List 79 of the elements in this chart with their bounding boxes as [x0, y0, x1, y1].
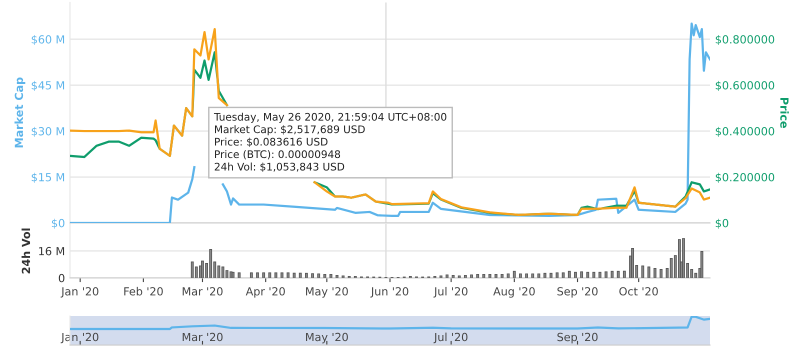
bar [209, 249, 212, 278]
y-tick-label: $30 M [32, 126, 64, 137]
bar [631, 248, 634, 278]
y2-tick-label: $0.600000 [716, 80, 774, 91]
x-tick-label: Oct '20 [619, 287, 658, 296]
x-tick-label: Jul '20 [434, 286, 468, 298]
x-tick-label: Feb '20 [124, 286, 163, 296]
y-tick-label: $60 M [32, 34, 64, 46]
bar [660, 269, 663, 278]
bar [647, 266, 650, 278]
bar [226, 270, 228, 278]
bar [598, 272, 602, 278]
y-tick-label: 16 M [39, 246, 64, 256]
bar [580, 271, 584, 278]
bar [610, 270, 614, 278]
bar [470, 274, 473, 278]
y2-tick-label: $0.400000 [716, 126, 774, 137]
y-tick-label: $15 M [32, 172, 64, 183]
bar [494, 274, 498, 278]
x-tick-label: May '20 [306, 332, 348, 344]
bar [464, 274, 467, 278]
bar [678, 239, 681, 278]
x-tick-label: Aug '20 [493, 287, 535, 298]
x-tick-label: Sep '20 [557, 332, 598, 344]
y2-tick-label: $0.200000 [716, 172, 774, 183]
x-tick-label: Jan '20 [60, 287, 98, 298]
bar [440, 275, 442, 278]
y2-tick-label: $0.800000 [716, 34, 774, 46]
bar [342, 275, 345, 278]
x-tick-label: Mar '20 [182, 287, 223, 296]
bar [488, 274, 492, 278]
bar [221, 266, 224, 278]
x-tick-label: Sep '20 [557, 287, 598, 298]
y-tick-label: $0 [52, 218, 64, 229]
bar [531, 273, 534, 278]
bar [476, 274, 480, 278]
bar [317, 273, 320, 278]
bar [298, 272, 302, 278]
bar [304, 272, 308, 278]
x-tick-label: Jun '20 [370, 287, 408, 298]
y2-tick-label: $0 [716, 218, 728, 229]
x-tick-label: May '20 [306, 287, 348, 298]
bar [286, 272, 290, 278]
bar [604, 271, 608, 278]
bar [238, 272, 241, 278]
bar [525, 273, 528, 278]
x-tick-label: Apr '20 [246, 287, 285, 298]
y-tick-label: $45 M [32, 80, 64, 91]
bar [654, 268, 656, 278]
bar [329, 274, 332, 278]
bar [574, 272, 577, 278]
bar [336, 274, 338, 278]
y2-axis-title: Price [780, 98, 789, 128]
y-axis-title: 24h Vol [22, 228, 30, 274]
x-tick-label: Mar '20 [182, 332, 223, 342]
bar [519, 273, 522, 278]
bar [592, 272, 596, 278]
x-tick-label: Jul '20 [434, 332, 468, 344]
bar [250, 272, 253, 278]
bar [262, 272, 266, 278]
bar [201, 260, 204, 278]
bar [700, 251, 704, 278]
bar [550, 272, 552, 278]
bar [556, 272, 559, 278]
bar [274, 272, 278, 278]
y-tick-label: 0 [58, 274, 64, 282]
bar [568, 270, 571, 278]
bar [280, 272, 284, 278]
bar [622, 270, 626, 278]
bar [256, 272, 259, 278]
bar [500, 274, 504, 278]
bar [452, 274, 455, 278]
bar [446, 274, 449, 278]
bar [311, 273, 314, 278]
bar [512, 270, 516, 278]
y-axis-title: Market Cap [14, 77, 26, 148]
bar [682, 238, 685, 278]
annotation: Tuesday, May 26 2020, 21:59:04 UTC+08:00 Market Cap: $2,517,689 USD Price: $0.083616 USD Price (BTC): 0.00000948 24h Vol: $1,053,843 USD [214, 112, 446, 172]
bar [543, 272, 546, 278]
